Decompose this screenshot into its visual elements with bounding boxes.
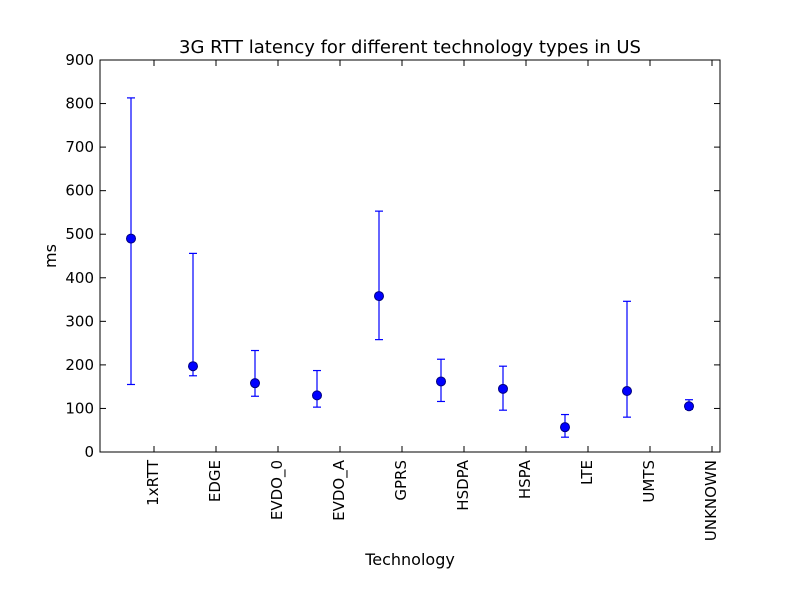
- x-tick-label-1xrtt: 1xRTT: [144, 459, 162, 506]
- y-tick-label-900: 900: [65, 51, 94, 69]
- y-tick-label-0: 0: [84, 443, 94, 461]
- y-tick-label-800: 800: [65, 95, 94, 113]
- data-point-gprs: [374, 291, 384, 302]
- x-tick-label-evdo_0: EVDO_0: [268, 460, 287, 520]
- data-point-evdo_0: [250, 378, 260, 389]
- data-point-evdo_a: [312, 390, 322, 401]
- data-point-lte: [560, 422, 570, 433]
- plot-frame: [99, 59, 721, 453]
- y-tick-label-200: 200: [65, 356, 94, 374]
- y-tick-label-100: 100: [65, 399, 94, 417]
- x-tick-label-evdo_a: EVDO_A: [330, 459, 349, 521]
- x-tick-label-lte: LTE: [578, 460, 596, 485]
- data-point-unknown: [684, 401, 694, 412]
- x-axis: 1xRTT EDGE EVDO_0 EVDO_A GPRS HSDPA HSPA LTE UMT…: [144, 60, 720, 541]
- x-tick-label-hspa: HSPA: [516, 459, 534, 499]
- x-tick-label-gprs: GPRS: [392, 460, 410, 501]
- plot-area: [126, 97, 694, 438]
- x-axis-label: Technology: [364, 550, 455, 569]
- y-axis-label: ms: [41, 244, 60, 268]
- x-tick-label-unknown: UNKNOWN: [702, 460, 720, 541]
- y-tick-label-400: 400: [65, 269, 94, 287]
- y-tick-label-600: 600: [65, 182, 94, 200]
- data-point-hsdpa: [436, 376, 446, 387]
- y-tick-label-500: 500: [65, 225, 94, 243]
- x-tick-label-umts: UMTS: [640, 460, 658, 503]
- chart-title: 3G RTT latency for different technology …: [179, 37, 641, 58]
- x-tick-label-edge: EDGE: [206, 460, 224, 502]
- y-axis: 0 100 200 300 400 500 600 700 800 900: [65, 51, 720, 461]
- data-point-umts: [622, 386, 632, 397]
- x-tick-label-hsdpa: HSDPA: [454, 459, 472, 510]
- data-point-1xrtt: [126, 233, 136, 244]
- data-point-edge: [188, 361, 198, 372]
- data-point-hspa: [498, 383, 508, 394]
- y-tick-label-700: 700: [65, 138, 94, 156]
- y-tick-label-300: 300: [65, 312, 94, 330]
